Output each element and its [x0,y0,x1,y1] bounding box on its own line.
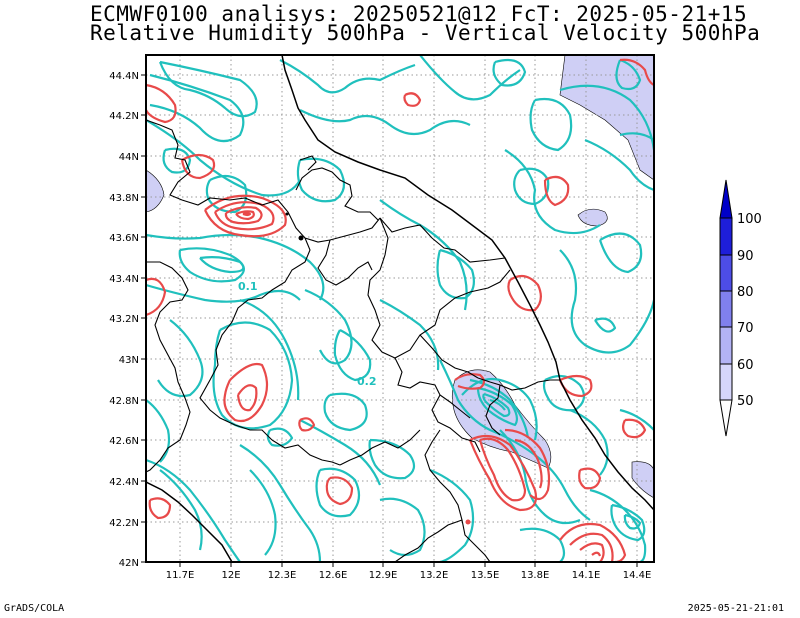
lat-label-44n: 44N [119,152,139,163]
colorbar-box-80 [719,290,733,328]
humidity-shading [146,55,654,499]
colorbar-box-70 [719,326,733,365]
humidity-area-west [146,169,165,213]
lat-label-42-2n: 42.2N [109,518,139,529]
lon-axis: 11.7E 12E 12.3E 12.6E 12.9E 13.2E 13.5E … [166,562,652,581]
colorbar [719,179,733,437]
map-title-line2: Relative Humidity 500hPa - Vertical Velo… [90,21,761,45]
colorbar-box-100 [719,217,733,256]
map-title-line1: ECMWF0100 analisys: 20250521@12 FcT: 202… [90,2,748,26]
humidity-area-northeast [559,55,654,181]
colorbar-label-50: 50 [737,394,754,409]
colorbar-box-90 [719,254,733,292]
downward-velocity-contours [146,58,654,562]
lon-label-14-4e: 14.4E [623,570,652,581]
colorbar-bottom-arrow [719,399,733,437]
colorbar-label-80: 80 [737,285,754,300]
footer-timestamp: 2025-05-21-21:01 [687,603,784,614]
lon-label-11-7e: 11.7E [166,570,195,581]
lon-label-12-9e: 12.9E [369,570,398,581]
lat-label-42n: 42N [119,558,139,569]
contour-label-0-2: 0.2 [357,375,377,388]
lat-label-43-4n: 43.4N [109,274,139,285]
coastal-dots [285,212,304,241]
humidity-area-southeast [631,461,654,499]
lat-label-43-6n: 43.6N [109,233,139,244]
colorbar-label-60: 60 [737,358,754,373]
lon-label-12e: 12E [221,570,240,581]
lon-label-13-8e: 13.8E [521,570,550,581]
colorbar-label-70: 70 [737,321,754,336]
lat-label-42-4n: 42.4N [109,477,139,488]
colorbar-label-100: 100 [737,212,762,227]
lon-label-13-2e: 13.2E [420,570,449,581]
lon-label-12-6e: 12.6E [319,570,348,581]
contour-label-0-1: 0.1 [238,280,258,293]
lat-label-43-8n: 43.8N [109,193,139,204]
colorbar-top-arrow [719,179,733,219]
colorbar-label-90: 90 [737,249,754,264]
lat-label-44-4n: 44.4N [109,71,139,82]
lat-label-43-2n: 43.2N [109,314,139,325]
upward-velocity-contours [146,55,654,562]
lat-label-42-8n: 42.8N [109,396,139,407]
lat-axis: 42N 42.2N 42.4N 42.6N 42.8N 43N 43.2N 43… [109,71,146,569]
map-frame [145,54,655,563]
lat-label-42-6n: 42.6N [109,436,139,447]
region-borders [146,119,560,562]
coastline [146,55,654,562]
lon-label-13-5e: 13.5E [471,570,500,581]
lat-label-43n: 43N [119,355,139,366]
lon-label-14-1e: 14.1E [572,570,601,581]
humidity-area-east [577,208,608,227]
lat-label-44-2n: 44.2N [109,111,139,122]
colorbar-box-60 [719,363,733,401]
lon-label-12-3e: 12.3E [268,570,297,581]
colorbar-labels: 50 60 70 80 90 100 [737,212,762,409]
footer-credit: GrADS/COLA [4,603,65,614]
